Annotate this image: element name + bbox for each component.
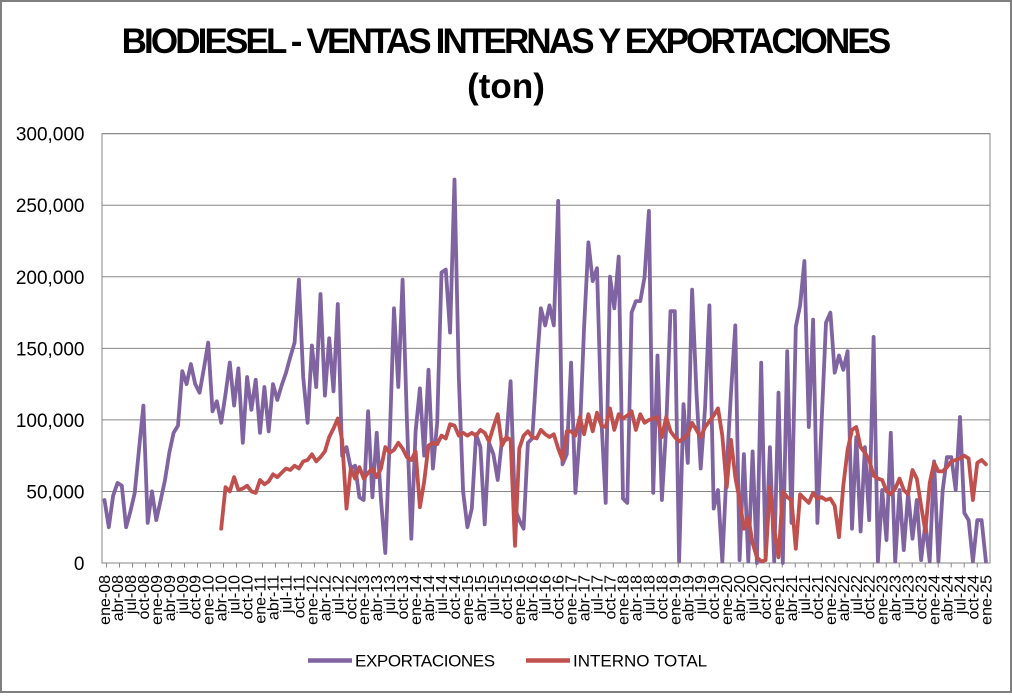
svg-text:abr-23: abr-23 <box>888 575 905 621</box>
svg-text:oct-24: oct-24 <box>965 575 982 620</box>
svg-text:oct-17: oct-17 <box>603 575 620 620</box>
svg-text:ene-14: ene-14 <box>408 575 425 625</box>
svg-text:abr-18: abr-18 <box>628 575 645 621</box>
svg-text:jul-18: jul-18 <box>641 575 658 615</box>
svg-text:abr-08: abr-08 <box>110 575 127 621</box>
svg-text:oct-15: oct-15 <box>499 575 516 620</box>
svg-text:INTERNO TOTAL: INTERNO TOTAL <box>573 652 707 671</box>
svg-text:ene-16: ene-16 <box>512 575 529 625</box>
svg-text:abr-22: abr-22 <box>836 575 853 621</box>
svg-text:oct-08: oct-08 <box>136 575 153 620</box>
svg-text:ene-18: ene-18 <box>616 575 633 625</box>
svg-text:oct-19: oct-19 <box>706 575 723 620</box>
svg-text:abr-11: abr-11 <box>266 575 283 620</box>
svg-text:abr-17: abr-17 <box>577 575 594 621</box>
svg-text:ene-19: ene-19 <box>667 575 684 625</box>
svg-text:jul-13: jul-13 <box>382 575 399 615</box>
svg-text:oct-22: oct-22 <box>862 575 879 620</box>
svg-text:ene-25: ene-25 <box>978 575 995 625</box>
svg-text:jul-10: jul-10 <box>227 575 244 615</box>
svg-text:jul-12: jul-12 <box>330 575 347 615</box>
svg-text:jul-23: jul-23 <box>901 575 918 615</box>
svg-text:oct-18: oct-18 <box>654 575 671 620</box>
svg-text:jul-11: jul-11 <box>279 575 296 614</box>
svg-text:oct-13: oct-13 <box>395 575 412 620</box>
svg-text:ene-20: ene-20 <box>719 575 736 625</box>
svg-text:50,000: 50,000 <box>26 482 84 503</box>
svg-text:ene-21: ene-21 <box>771 575 788 625</box>
svg-text:ene-08: ene-08 <box>97 575 114 625</box>
svg-text:abr-19: abr-19 <box>680 575 697 621</box>
svg-text:ene-10: ene-10 <box>201 575 218 625</box>
svg-text:abr-13: abr-13 <box>369 575 386 621</box>
svg-text:jul-15: jul-15 <box>486 575 503 615</box>
svg-text:EXPORTACIONES: EXPORTACIONES <box>355 652 495 671</box>
svg-text:oct-09: oct-09 <box>188 575 205 620</box>
svg-text:abr-10: abr-10 <box>214 575 231 621</box>
svg-text:ene-17: ene-17 <box>564 575 581 625</box>
svg-text:ene-11: ene-11 <box>253 575 270 624</box>
svg-text:abr-14: abr-14 <box>421 575 438 621</box>
svg-text:oct-10: oct-10 <box>240 575 257 620</box>
svg-text:0: 0 <box>74 554 85 575</box>
svg-text:jul-09: jul-09 <box>175 575 192 615</box>
svg-text:abr-09: abr-09 <box>162 575 179 621</box>
svg-text:ene-15: ene-15 <box>460 575 477 625</box>
svg-text:jul-20: jul-20 <box>745 575 762 615</box>
svg-text:oct-12: oct-12 <box>343 575 360 620</box>
svg-text:ene-24: ene-24 <box>927 575 944 625</box>
svg-text:abr-12: abr-12 <box>317 575 334 621</box>
svg-text:ene-09: ene-09 <box>149 575 166 625</box>
svg-text:oct-14: oct-14 <box>447 575 464 620</box>
svg-text:ene-13: ene-13 <box>356 575 373 625</box>
svg-text:jul-24: jul-24 <box>953 575 970 615</box>
svg-text:jul-17: jul-17 <box>590 575 607 615</box>
svg-text:100,000: 100,000 <box>16 411 85 432</box>
svg-text:250,000: 250,000 <box>16 196 85 217</box>
svg-text:jul-19: jul-19 <box>693 575 710 615</box>
svg-text:ene-12: ene-12 <box>304 575 321 625</box>
svg-text:oct-20: oct-20 <box>758 575 775 620</box>
svg-text:ene-23: ene-23 <box>875 575 892 625</box>
svg-text:abr-15: abr-15 <box>473 575 490 621</box>
svg-text:oct-23: oct-23 <box>914 575 931 620</box>
svg-text:jul-22: jul-22 <box>849 575 866 615</box>
svg-text:oct-11: oct-11 <box>291 575 308 618</box>
svg-text:BIODIESEL - VENTAS INTERNAS Y: BIODIESEL - VENTAS INTERNAS Y EXPORTACIO… <box>122 22 890 61</box>
svg-text:oct-16: oct-16 <box>551 575 568 620</box>
svg-text:jul-14: jul-14 <box>434 575 451 615</box>
svg-text:abr-24: abr-24 <box>940 575 957 621</box>
svg-text:150,000: 150,000 <box>16 339 85 360</box>
svg-text:jul-08: jul-08 <box>123 575 140 615</box>
svg-text:(ton): (ton) <box>467 67 545 106</box>
svg-text:abr-21: abr-21 <box>784 575 801 621</box>
svg-text:300,000: 300,000 <box>16 125 85 146</box>
svg-text:oct-21: oct-21 <box>810 575 827 620</box>
svg-text:jul-21: jul-21 <box>797 575 814 615</box>
svg-text:ene-22: ene-22 <box>823 575 840 625</box>
svg-text:200,000: 200,000 <box>16 268 85 289</box>
svg-text:abr-20: abr-20 <box>732 575 749 621</box>
svg-text:jul-16: jul-16 <box>538 575 555 615</box>
svg-text:abr-16: abr-16 <box>525 575 542 621</box>
